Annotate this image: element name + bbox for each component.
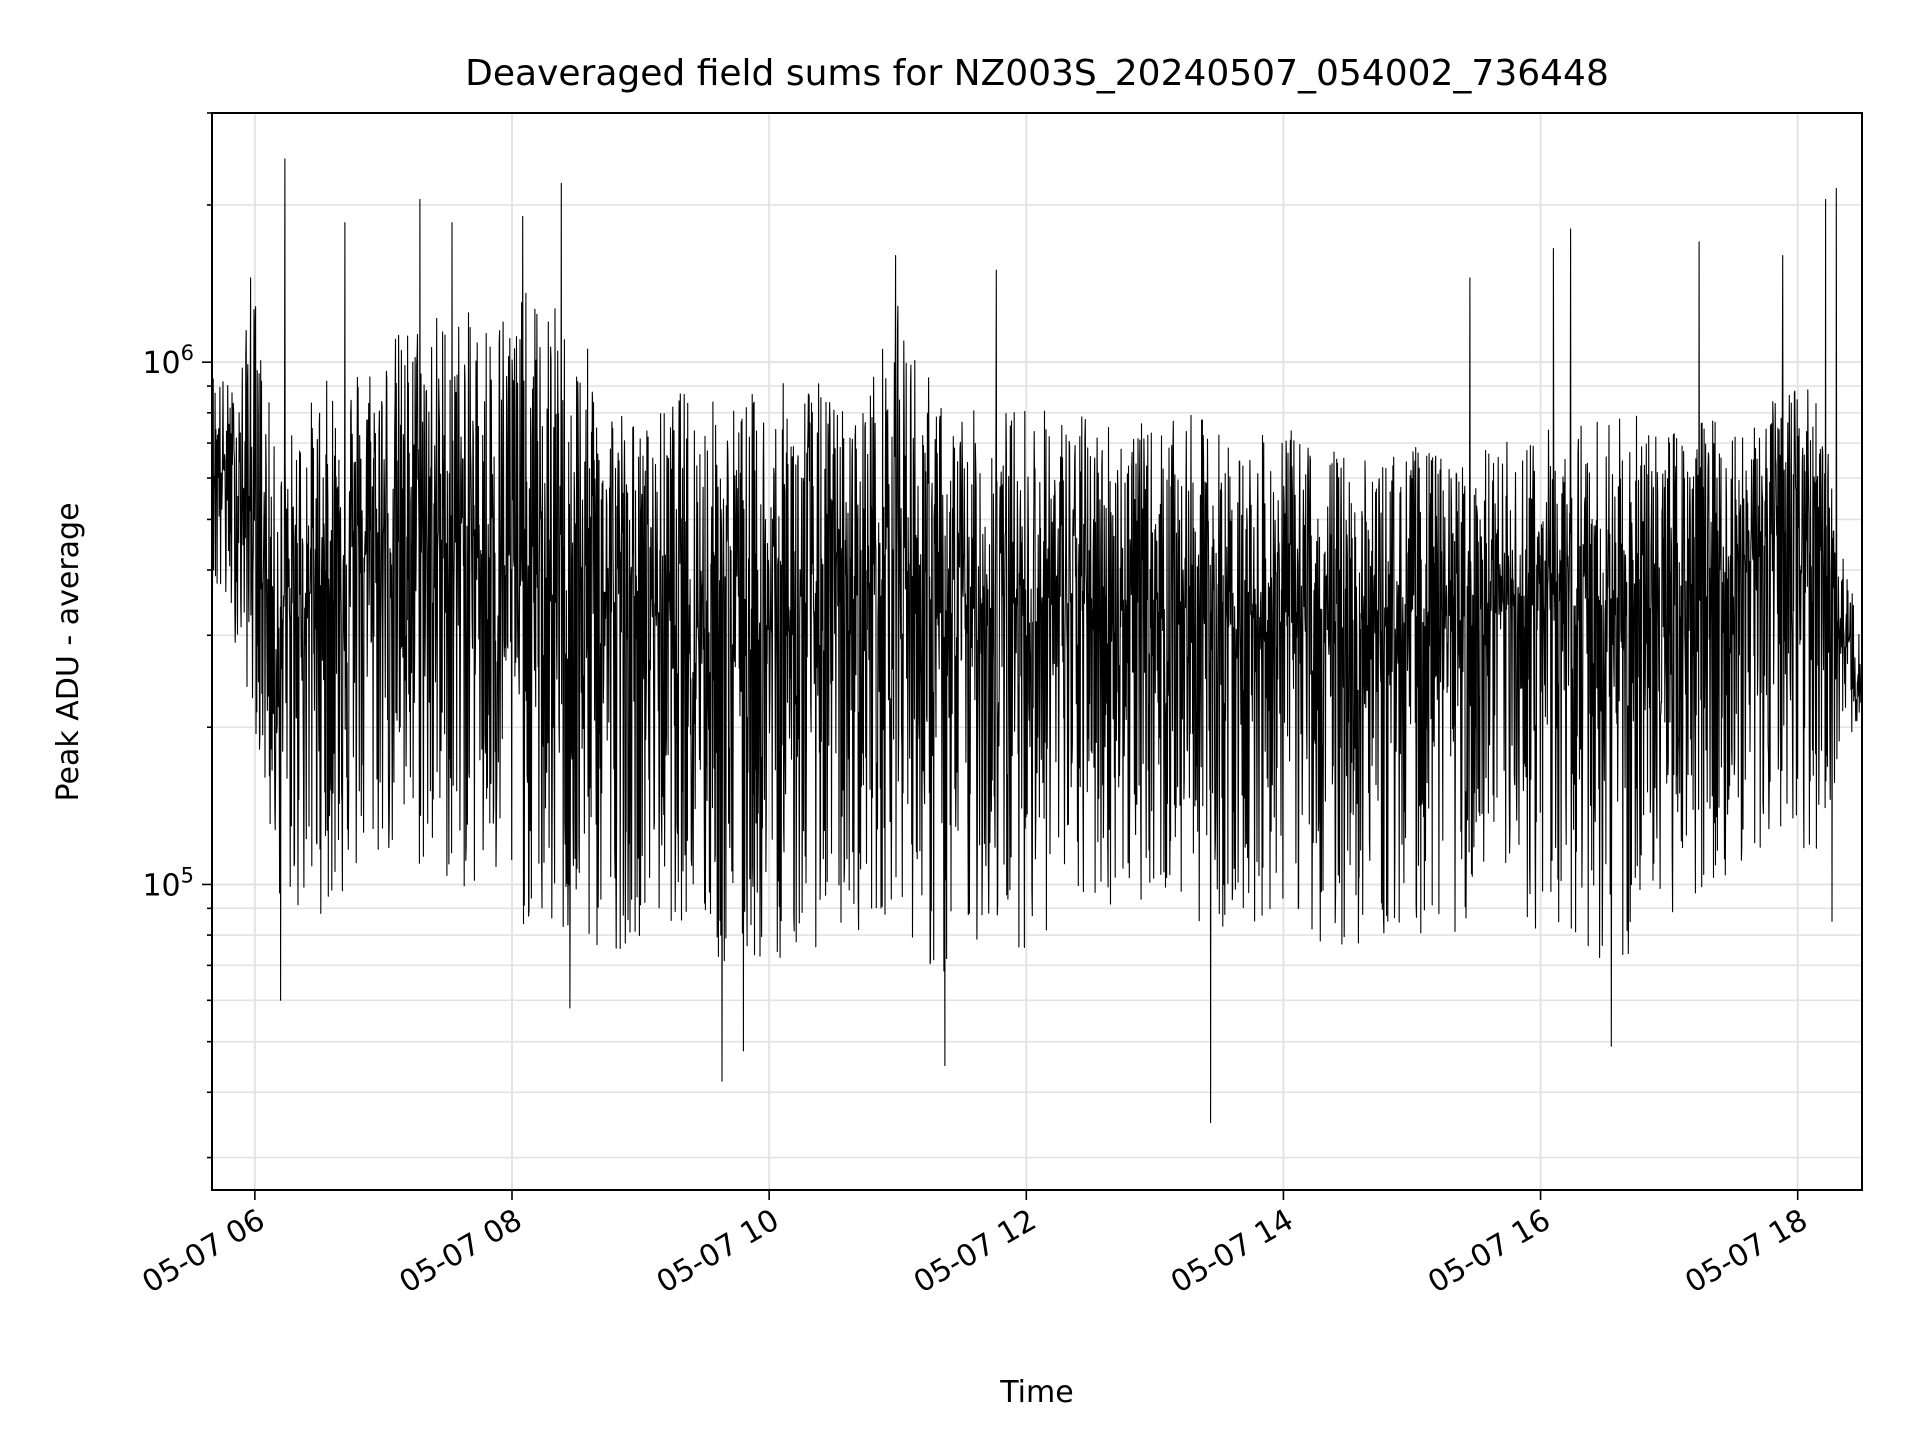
y-tick-label: 105 bbox=[142, 863, 194, 903]
y-tick-label: 106 bbox=[142, 341, 194, 381]
plot-area bbox=[211, 112, 1863, 1191]
x-axis-label: Time bbox=[999, 1375, 1073, 1410]
series-path bbox=[211, 158, 1863, 1124]
y-axis-label: Peak ADU - average bbox=[51, 502, 86, 801]
series-line bbox=[211, 158, 1863, 1124]
chart-title: Deaveraged field sums for NZ003S_2024050… bbox=[465, 53, 1609, 94]
